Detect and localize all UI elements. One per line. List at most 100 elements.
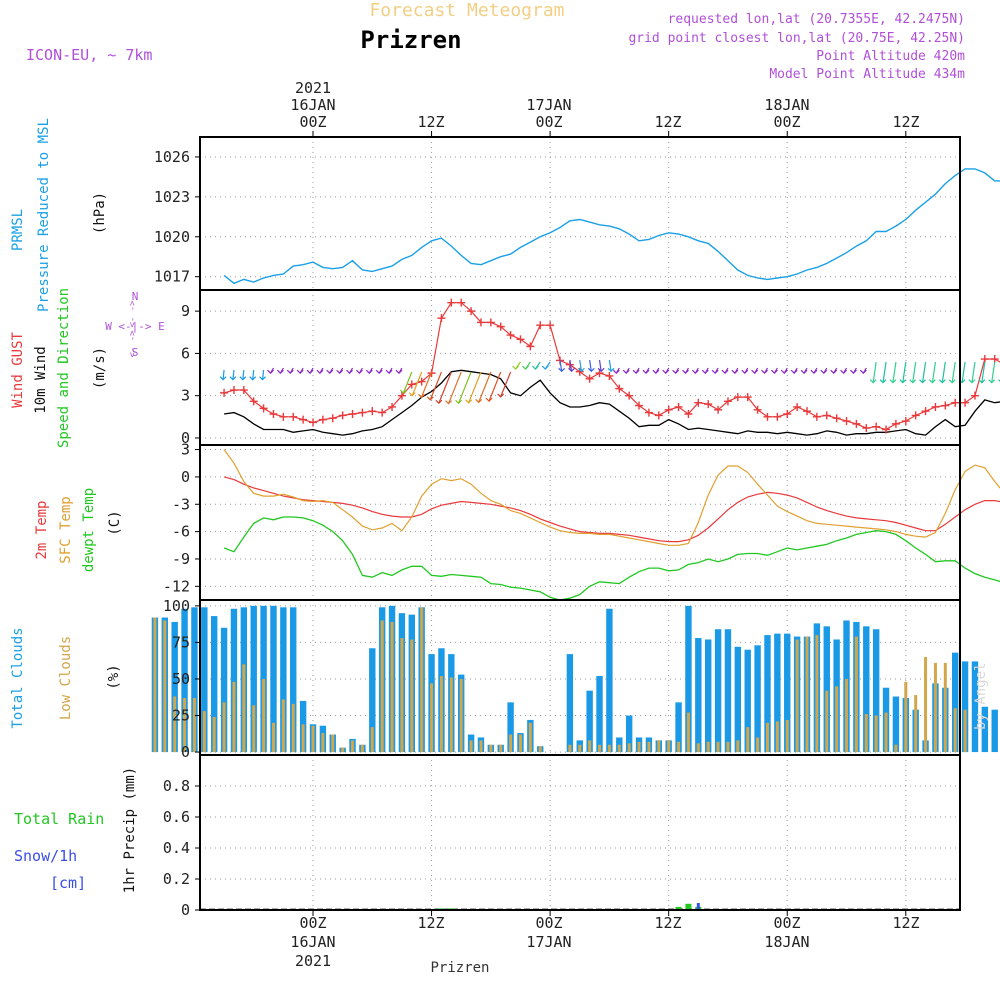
wind-direction-arrowhead: [771, 370, 777, 373]
wind-gust-label: Wind GUST: [10, 332, 26, 408]
low-cloud-bar: [944, 663, 947, 752]
y-tick-label: -6: [172, 523, 190, 541]
wind-direction-arrowhead: [762, 370, 768, 373]
wind-direction-arrowhead: [850, 370, 856, 373]
top-hour-label: 00Z: [535, 113, 562, 131]
wind-direction-arrowhead: [643, 370, 649, 373]
top-hour-label: 00Z: [299, 113, 326, 131]
wind-direction-arrowhead: [542, 366, 548, 369]
watermark: by Angel: [973, 663, 989, 730]
wind-direction-arrowhead: [532, 366, 538, 369]
total-cloud-bar: [893, 697, 899, 753]
wind-direction-arrowhead: [831, 370, 837, 373]
wind-direction-arrowhead: [307, 370, 313, 373]
y-tick-label: 3: [181, 441, 190, 459]
y-tick-label: -12: [163, 577, 190, 595]
wind-direction-label: Speed and Direction: [56, 288, 72, 448]
top-hour-label: 00Z: [773, 113, 800, 131]
low-cloud-bar: [726, 742, 729, 752]
temp-2m-label: 2m Temp: [34, 500, 50, 559]
low-cloud-bar: [687, 713, 690, 752]
wind-direction-arrowhead: [673, 370, 679, 373]
low-cloud-bar: [746, 727, 749, 752]
gust-point: [813, 413, 821, 421]
overlay-title: Forecast Meteogram: [369, 0, 564, 21]
low-cloud-bar: [657, 740, 660, 752]
bottom-hour-label: 00Z: [773, 914, 800, 932]
snow-bar: [697, 903, 700, 910]
gust-point: [546, 321, 554, 329]
bottom-day-label: 16JAN: [290, 933, 335, 951]
low-cloud-bar: [223, 702, 226, 752]
gust-point: [260, 404, 268, 412]
gust-point: [220, 389, 228, 397]
low-cloud-bar: [786, 720, 789, 752]
low-cloud-bar: [796, 639, 799, 752]
wind-direction-arrowhead: [791, 370, 797, 373]
station-title: Prizren: [360, 26, 461, 54]
y-tick-label: 0: [181, 901, 190, 919]
gust-point: [734, 393, 742, 401]
y-tick-label: 1017: [154, 268, 190, 286]
wind-direction-arrowhead: [860, 370, 866, 373]
low-cloud-bar: [509, 735, 512, 753]
gust-point: [665, 406, 673, 414]
bottom-day-label: 17JAN: [526, 933, 571, 951]
wind-direction-arrowhead: [752, 370, 758, 373]
low-cloud-bar: [479, 740, 482, 752]
wind-direction-arrowhead: [811, 370, 817, 373]
low-cloud-bar: [410, 639, 413, 752]
wind-direction-arrow: [479, 372, 491, 402]
low-cloud-bar: [806, 637, 809, 753]
gust-point: [655, 411, 663, 419]
tick-labels: 10171020102310260369-12-9-6-303025507510…: [154, 131, 906, 919]
wind-direction-arrow: [501, 372, 511, 397]
gust-point: [862, 424, 870, 432]
y-tick-label: 3: [181, 387, 190, 405]
gust-point: [349, 410, 357, 418]
top-hour-label: 12Z: [654, 113, 681, 131]
low-cloud-bar: [193, 698, 196, 752]
wind-direction-arrow: [421, 372, 431, 397]
low-cloud-bar: [677, 742, 680, 752]
low-cloud-bar: [361, 745, 364, 752]
low-cloud-bar: [213, 717, 216, 752]
compass-rose: N <- -> W <-|-> E <- -> S: [105, 290, 165, 359]
gust-line: [224, 303, 1000, 430]
gust-point: [645, 409, 653, 417]
gust-point: [843, 417, 851, 425]
total-clouds-label: Total Clouds: [10, 627, 26, 728]
temp-panel-frame: [200, 445, 960, 600]
gust-point: [378, 409, 386, 417]
low-cloud-bar: [707, 742, 710, 752]
low-cloud-bar: [568, 745, 571, 752]
gust-point: [516, 335, 524, 343]
pressure-units: (hPa): [92, 192, 108, 234]
wind-direction-arrowhead: [722, 370, 728, 373]
gust-point: [437, 314, 445, 322]
low-cloud-bar: [450, 678, 453, 753]
low-cloud-bar: [292, 704, 295, 752]
wind-direction-arrowhead: [712, 370, 718, 373]
low-cloud-bar: [430, 683, 433, 752]
wind-direction-arrowhead: [287, 370, 293, 373]
gust-point: [961, 399, 969, 407]
wind-direction-arrowhead: [277, 370, 283, 373]
low-cloud-bar: [341, 748, 344, 752]
gust-point: [991, 355, 999, 363]
gust-point: [289, 413, 297, 421]
wind-direction-arrowhead: [841, 370, 847, 373]
gust-point: [269, 410, 277, 418]
low-cloud-bar: [331, 735, 334, 753]
low-cloud-bar: [499, 745, 502, 752]
low-cloud-bar: [242, 664, 245, 752]
bottom-hour-label: 00Z: [299, 914, 326, 932]
low-clouds-label: Low Clouds: [58, 636, 74, 720]
gust-point: [773, 413, 781, 421]
wind-direction-arrowhead: [653, 370, 659, 373]
wind-direction-arrowhead: [742, 370, 748, 373]
y-tick-label: 6: [181, 344, 190, 362]
total-cloud-bar: [754, 645, 760, 752]
low-cloud-bar: [371, 727, 374, 752]
